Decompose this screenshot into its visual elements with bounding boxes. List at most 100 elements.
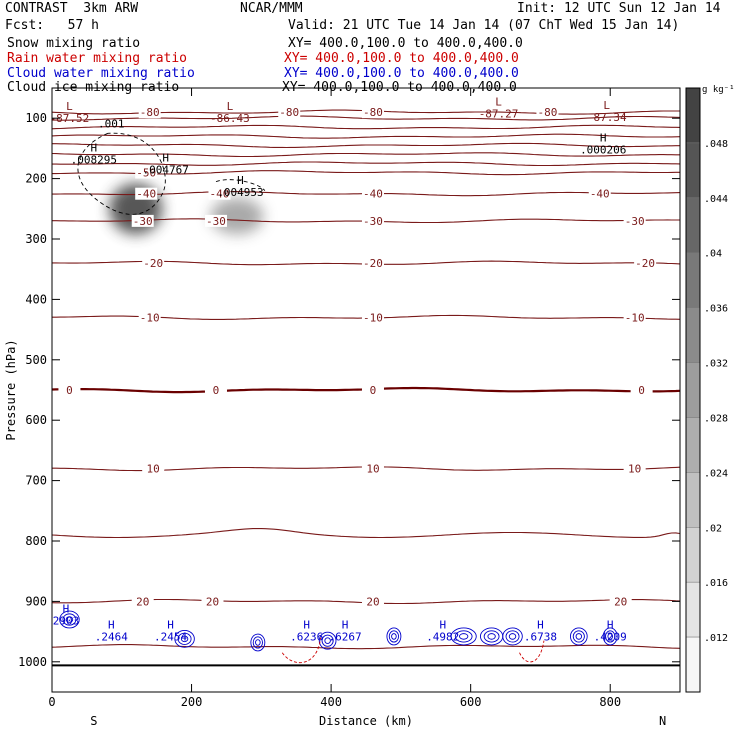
isotherm-4 xyxy=(52,142,680,149)
isotherm-label-bg xyxy=(361,214,384,227)
isotherm-label-bg xyxy=(623,214,646,227)
isotherm-6 xyxy=(52,161,680,167)
extremum-value: .2464 xyxy=(95,630,128,643)
colorbar-tick-label: .012 xyxy=(704,633,728,644)
extremum-l-marker: L xyxy=(66,100,73,113)
extremum-value: .4982 xyxy=(426,630,459,643)
cloud-water-contour-0 xyxy=(65,616,74,623)
x-tick-label: 0 xyxy=(48,695,55,709)
cloud-water-contour-9 xyxy=(605,630,616,643)
cloud-water-contour-6 xyxy=(487,633,496,640)
valid-time: Valid: 21 UTC Tue 14 Jan 14 (07 ChT Wed … xyxy=(288,18,680,33)
south-label: S xyxy=(90,714,97,728)
isotherm-label-bg xyxy=(138,106,161,119)
cloud-water-contour-2 xyxy=(252,636,263,649)
isotherm-label-bg xyxy=(204,214,227,227)
extremum-value: .008295 xyxy=(71,153,117,166)
isotherm-label-bg xyxy=(135,187,158,200)
extremum-value: .004767 xyxy=(143,164,189,177)
isotherm-label-bg xyxy=(131,214,154,227)
isotherm-label: 20 xyxy=(206,595,219,608)
isotherm-label: 20 xyxy=(366,595,379,608)
rain-contour-1 xyxy=(281,637,322,664)
isotherm-label-bg xyxy=(142,462,165,475)
colorbar-segment xyxy=(685,362,701,418)
isotherm-label: -80 xyxy=(279,106,299,119)
extremum-value: .2454 xyxy=(154,630,187,643)
isotherm-label-bg xyxy=(58,384,81,396)
field-rain-label: Rain water mixing ratio xyxy=(7,51,188,66)
extremum-h-marker: H xyxy=(600,132,607,145)
colorbar-segment xyxy=(685,581,701,638)
cloud-water-contour-4 xyxy=(388,630,400,643)
colorbar-tick-label: .036 xyxy=(704,304,728,315)
extremum-value: -87.34 xyxy=(587,111,627,124)
extremum-l-marker: L xyxy=(227,100,234,113)
isotherm-label-bg xyxy=(361,311,384,324)
isotherm-3 xyxy=(52,133,680,139)
cloud-water-contour-4 xyxy=(391,633,397,640)
x-tick-label: 400 xyxy=(320,695,342,709)
isotherm-label-bg xyxy=(201,595,224,608)
cloud-water-contour-7 xyxy=(502,627,523,646)
x-tick-label: 800 xyxy=(599,695,621,709)
isotherm-label-bg xyxy=(536,106,559,119)
colorbar-segment xyxy=(685,472,701,528)
extremum-h-marker: H xyxy=(342,618,349,631)
extremum-value: .000206 xyxy=(580,144,626,157)
isotherm-label: -10 xyxy=(363,312,383,325)
colorbar-units: g kg⁻¹ xyxy=(702,85,735,95)
isotherm-label: -40 xyxy=(136,188,156,201)
isotherm-label-bg xyxy=(361,187,384,200)
cloud-water-contour-6 xyxy=(483,630,500,643)
isotherm-label-bg xyxy=(609,595,632,608)
y-tick-label: 1000 xyxy=(18,655,47,669)
isotherm-label-bg xyxy=(361,384,384,396)
isotherm-label-bg xyxy=(623,311,646,324)
north-label: N xyxy=(659,714,666,728)
cloud-water-contour-5 xyxy=(450,627,477,646)
colorbar: .012 .016 .02 .024 .028 .032 .036 .04 .044 .048 g … xyxy=(685,85,735,693)
cloud-water-contour-2 xyxy=(255,639,261,646)
isotherm-label-bg xyxy=(131,595,154,608)
isotherm-label: -80 xyxy=(140,106,160,119)
x-tick-label: 200 xyxy=(181,695,203,709)
cloud-water-contour-1 xyxy=(180,635,189,643)
isotherm-label: -80 xyxy=(363,106,383,119)
forecast-hour: Fcst: 57 h xyxy=(5,18,99,33)
cloud-water-contour-8 xyxy=(572,630,585,643)
isotherm-label-bg xyxy=(361,462,384,475)
isotherm-label: -40 xyxy=(590,188,610,201)
isotherm-label: 10 xyxy=(628,463,641,476)
isotherm-label-bg xyxy=(588,187,611,200)
y-tick-label: 100 xyxy=(25,111,47,125)
cloud-water-contour-8 xyxy=(569,627,588,646)
colorbar-frame xyxy=(685,87,701,693)
extremum-h-marker: H xyxy=(63,603,70,616)
extremum-value: .6236 xyxy=(290,630,323,643)
colorbar-segment xyxy=(685,417,701,473)
extremum-value: 2903 xyxy=(53,615,80,628)
isotherm-label: 20 xyxy=(614,595,627,608)
cloud-water-contour-5 xyxy=(454,630,473,643)
colorbar-segment xyxy=(685,197,701,253)
y-tick-label: 500 xyxy=(25,353,47,367)
isotherm-label-bg xyxy=(208,187,231,200)
cloud-water-contour-0 xyxy=(59,610,80,629)
extremum-value: .004953 xyxy=(217,186,263,199)
cloud-water-contour-5 xyxy=(459,633,469,640)
isotherm-label: -20 xyxy=(363,257,383,270)
colorbar-tick-label: .032 xyxy=(704,359,728,370)
isotherm-16 xyxy=(52,644,680,650)
cloud-water-contour-0 xyxy=(62,613,77,626)
isotherm-label: 0 xyxy=(66,384,73,397)
isotherm-label: -10 xyxy=(140,312,160,325)
isotherm-label: -20 xyxy=(143,257,163,270)
isotherm-label-bg xyxy=(278,106,301,119)
isotherm-label: 0 xyxy=(638,384,645,397)
init-time: Init: 12 UTC Sun 12 Jan 14 xyxy=(517,1,721,16)
extremum-h-marker: H xyxy=(303,618,310,631)
model-title: CONTRAST 3km ARW xyxy=(5,1,139,16)
y-tick-label: 200 xyxy=(25,172,47,186)
